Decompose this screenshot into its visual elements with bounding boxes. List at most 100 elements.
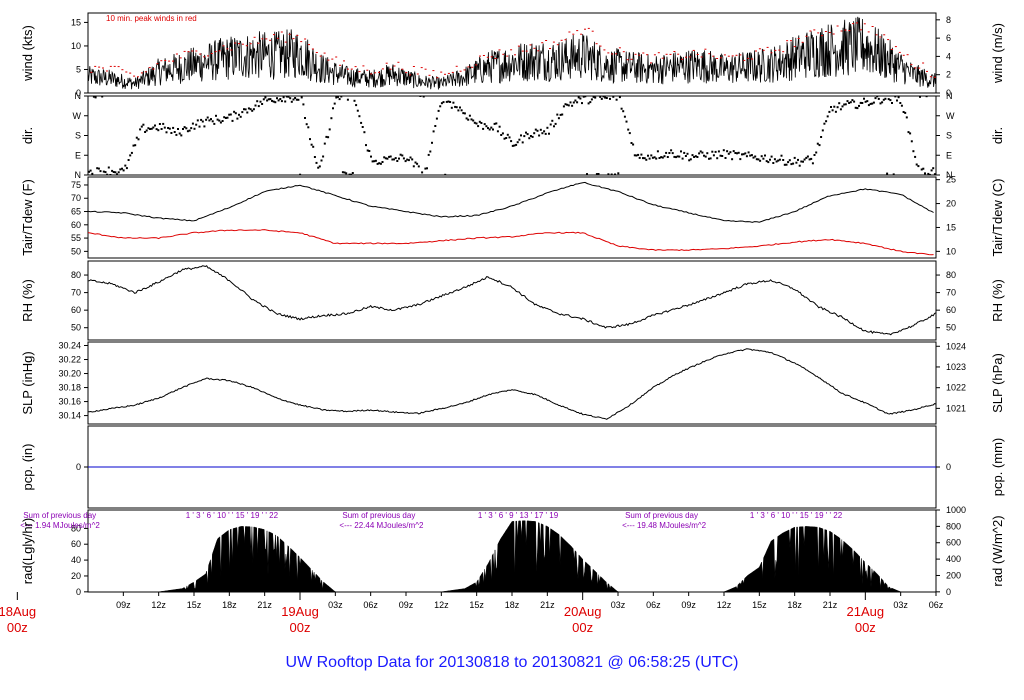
left-axis-title-rh: RH (%) [20,279,35,322]
wind-direction-point [658,157,661,159]
peak-wind-point [249,43,252,45]
peak-wind-point [537,50,540,52]
wind-direction-point [346,98,349,101]
day-date-label: 19Aug [281,604,319,619]
wind-direction-point [305,123,308,126]
left-tick-label-temp: 70 [71,193,81,203]
wind-direction-point [787,161,790,164]
wind-direction-point [673,155,676,158]
peak-wind-point [821,35,823,37]
wind-direction-point [157,129,160,132]
wind-direction-point [228,113,231,116]
peak-wind-point [883,34,886,36]
wind-direction-point [884,97,887,100]
wind-direction-point [897,96,900,99]
left-tick-label-rh: 60 [71,305,81,315]
peak-wind-point [716,58,719,59]
wind-direction-point [117,171,120,174]
wind-direction-point [559,113,562,116]
left-tick-label-wind: 0 [76,88,81,98]
wind-direction-point [693,156,696,158]
wind-direction-point [485,125,488,128]
wind-direction-point [317,166,320,169]
peak-wind-point [463,69,466,71]
peak-wind-point [148,67,151,69]
peak-wind-point [308,44,310,46]
peak-wind-point [475,64,478,66]
hour-tick-label: 21z [257,600,272,610]
peak-wind-point [253,36,256,38]
plot-area-wind [88,16,936,90]
right-tick-label-rad: 600 [946,538,961,548]
wind-direction-point [625,120,628,123]
wind-direction-point [125,167,128,170]
right-tick-label-wind: 4 [946,51,951,61]
wind-direction-point [374,159,377,162]
wind-direction-point [595,173,598,175]
wind-direction-point [680,150,682,153]
wind-direction-point [574,99,577,102]
peak-wind-point [210,53,213,54]
wind-direction-point [142,123,145,126]
left-tick-label-slp: 30.20 [58,369,81,379]
wind-direction-point [402,157,405,160]
wind-direction-point [643,157,646,160]
wind-direction-point [210,118,212,121]
wind-direction-point [717,150,720,153]
wind-direction-point [617,172,620,175]
wind-direction-point [637,153,640,156]
peak-wind-point [887,39,890,41]
peak-wind-point [339,64,342,66]
left-tick-label-temp: 55 [71,233,81,243]
wind-direction-point [651,156,654,159]
wind-direction-point [843,103,846,106]
wind-direction-point [731,158,734,161]
wind-direction-point [112,171,115,173]
wind-direction-point [107,166,110,169]
wind-direction-point [892,173,895,175]
peak-wind-point [354,66,357,68]
hour-tick-label: 03z [893,600,908,610]
wind-direction-point [401,154,404,157]
wind-direction-point [675,156,677,159]
peak-wind-point [584,28,586,30]
wind-direction-point [394,157,397,160]
peak-wind-point [817,32,820,34]
peak-wind-point [599,45,602,47]
peak-wind-point [552,41,555,43]
peak-wind-point [471,66,474,68]
wind-direction-point [602,96,605,98]
wind-direction-point [101,96,104,98]
wind-direction-point [872,101,875,104]
wind-direction-point [315,161,318,164]
wind-direction-point [363,131,366,134]
wind-direction-point [645,158,648,161]
peak-wind-point [708,53,711,55]
peak-wind-point [183,50,186,52]
wind-direction-point [755,158,758,161]
peak-wind-point [863,23,866,25]
right-tick-label-slp: 1023 [946,362,966,372]
wind-direction-point [442,101,445,104]
peak-wind-point [109,65,112,67]
wind-direction-point [195,123,198,126]
wind-direction-point [264,96,267,99]
wind-direction-point [683,151,686,154]
wind-direction-point [825,120,828,123]
wind-direction-point [739,158,742,161]
wind-direction-point [797,158,799,161]
peak-wind-point [824,31,827,32]
wind-direction-point [431,141,433,144]
peak-wind-point [152,68,155,70]
wind-direction-point [500,134,503,136]
wind-direction-point [259,100,262,103]
wind-direction-point [638,156,641,159]
wind-direction-point [851,99,854,102]
peak-wind-point [479,55,481,57]
peak-wind-point [218,50,221,52]
wind-direction-point [863,97,865,100]
wind-direction-point [223,116,226,119]
wind-direction-point [310,143,313,146]
wind-direction-point [592,96,595,98]
peak-wind-point [871,26,874,27]
